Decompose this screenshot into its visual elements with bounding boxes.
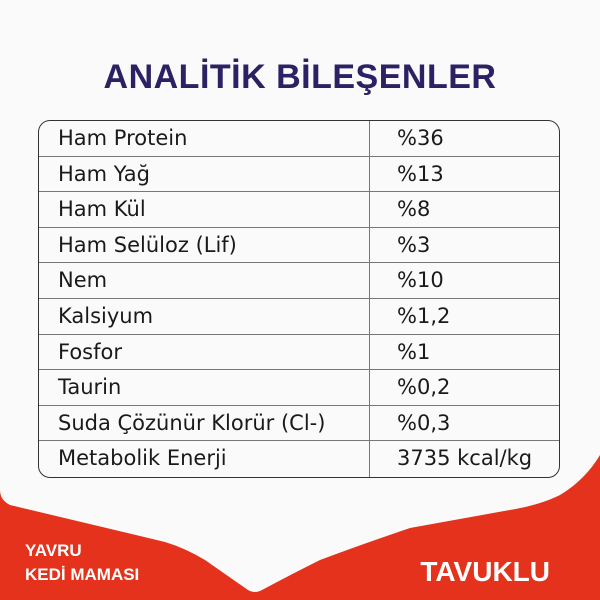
nutrient-value: %13 <box>397 161 444 186</box>
table-row: Nem %10 <box>39 263 559 299</box>
product-type-line2: KEDİ MAMASI <box>25 565 140 584</box>
nutrient-name: Ham Protein <box>39 121 370 156</box>
nutrient-value: %8 <box>397 197 431 222</box>
product-type-line1: YAVRU <box>25 541 82 560</box>
table-row: Ham Selüloz (Lif) %3 <box>39 227 559 264</box>
nutrient-value: %36 <box>397 126 444 150</box>
nutrient-name: Ham Kül <box>39 192 370 227</box>
table-row: Ham Kül %8 <box>39 192 559 228</box>
nutrient-name: Ham Yağ <box>39 156 370 192</box>
nutrient-value: %10 <box>397 268 444 293</box>
nutrient-value: 3735 kcal/kg <box>397 446 533 471</box>
nutrient-name: Metabolik Enerji <box>39 441 370 477</box>
nutrient-value: %0,2 <box>397 375 451 400</box>
page-title: ANALİTİK BİLEŞENLER <box>103 58 497 96</box>
table-row: Metabolik Enerji 3735 kcal/kg <box>39 441 559 477</box>
product-type-label: YAVRU KEDİ MAMASI <box>25 539 139 587</box>
flavor-label: TAVUKLU <box>420 556 550 587</box>
table-row: Ham Yağ %13 <box>39 156 559 193</box>
table-row: Suda Çözünür Klorür (Cl-) %0,3 <box>39 405 559 442</box>
table-row: Fosfor %1 <box>39 334 559 371</box>
nutrient-value: %3 <box>397 232 431 257</box>
table-row: Kalsiyum %1,2 <box>39 298 559 335</box>
table-row: Ham Protein %36 <box>39 121 559 157</box>
nutrient-name: Kalsiyum <box>39 298 370 334</box>
nutrient-name: Suda Çözünür Klorür (Cl-) <box>39 405 370 441</box>
nutrient-value: %1 <box>397 339 431 364</box>
nutrient-value: %0,3 <box>397 410 451 435</box>
nutrient-name: Nem <box>39 263 370 298</box>
nutrition-table: Ham Protein %36 Ham Yağ %13 Ham Kül %8 Ham Sel… <box>38 120 560 478</box>
nutrient-name: Fosfor <box>39 334 370 370</box>
nutrient-value: %1,2 <box>397 303 451 328</box>
nutrient-name: Ham Selüloz (Lif) <box>39 227 370 263</box>
nutrient-name: Taurin <box>39 370 370 405</box>
table-row: Taurin %0,2 <box>39 370 559 406</box>
